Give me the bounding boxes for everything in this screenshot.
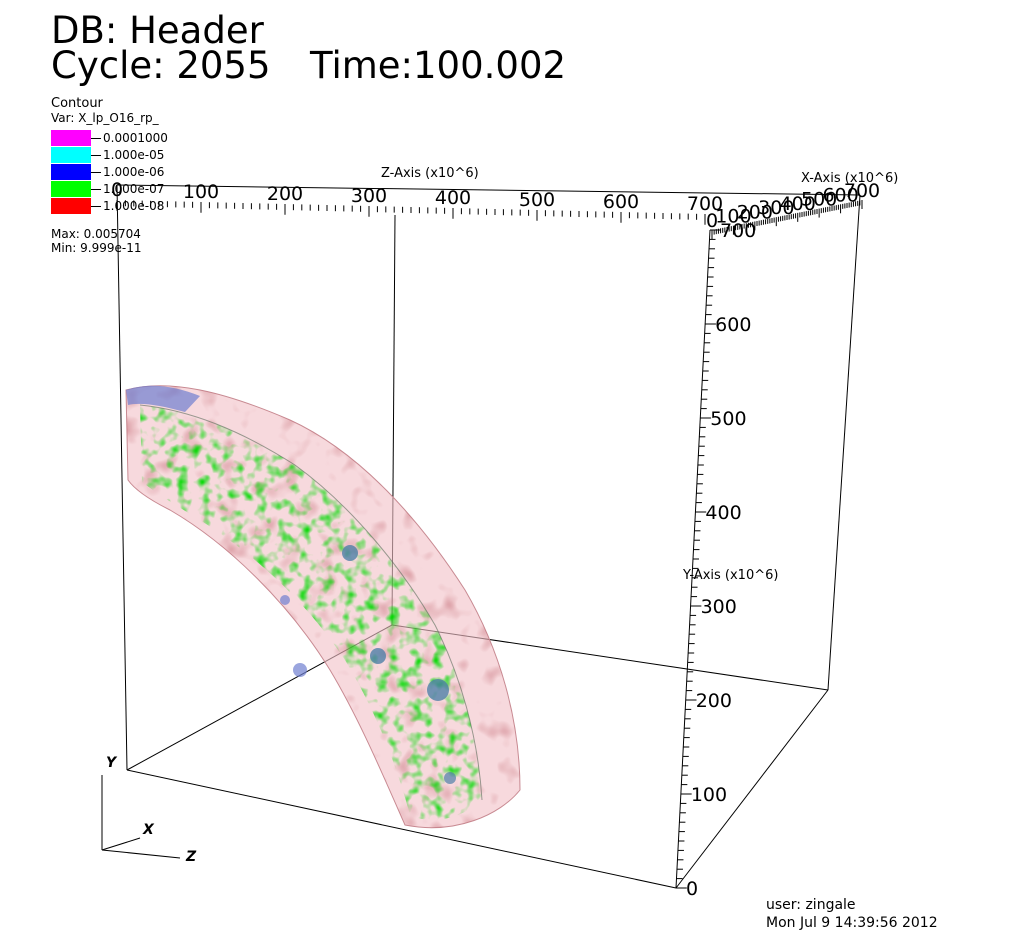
z-axis-tick-label: 600 [603,191,639,213]
z-axis-tick-label: 200 [267,183,303,205]
x-axis-tick-label: 500 [801,189,837,211]
y-axis-title: Y-Axis (x10^6) [683,568,779,583]
y-axis-tick-label: 300 [701,596,737,618]
y-axis-tick-label: 200 [696,690,732,712]
x-axis-tick-label: 300 [758,197,794,219]
x-axis-tick-label: 0 [706,210,718,232]
db-title: DB: Header [51,9,264,52]
legend-swatch [51,198,91,214]
y-axis-tick-label: 0 [686,878,698,900]
time-label: Time:100.002 [310,44,567,87]
contour-surface [125,385,521,829]
legend-level-label: 1.000e-06 [103,165,165,179]
x-axis-title: X-Axis (x10^6) [801,171,899,186]
x-axis-tick-label: 600 [822,184,858,206]
legend-min: Min: 9.999e-11 [51,241,142,255]
z-axis-tick-label: 100 [183,181,219,203]
legend-swatch [51,164,91,180]
legend-tick [91,138,101,139]
legend-tick [91,189,101,190]
x-axis-tick-label: 100 [715,206,751,228]
date-label: Mon Jul 9 14:39:56 2012 [766,915,938,931]
x-axis-tick-label: 400 [780,193,816,215]
legend-level-label: 1.000e-07 [103,182,165,196]
cycle-label: Cycle: 2055 [51,44,271,87]
orientation-triad [101,775,181,859]
legend-tick [91,155,101,156]
z-axis-tick-label: 500 [519,189,555,211]
z-axis-tick-label: 400 [435,187,471,209]
legend-level-label: 1.000e-05 [103,148,165,162]
legend-level-label: 0.0001000 [103,131,168,145]
triad-x-label: X [143,822,154,838]
y-axis-tick-label: 100 [691,784,727,806]
x-axis-tick-label: 200 [737,201,773,223]
z-axis-tick-label: 300 [351,185,387,207]
legend-tick [91,206,101,207]
z-axis-title: Z-Axis (x10^6) [381,166,479,181]
triad-z-label: Z [186,849,197,865]
y-axis-tick-label: 400 [705,502,741,524]
y-axis-tick-label: 700 [720,220,756,242]
legend-swatch [51,147,91,163]
y-axis-tick-label: 500 [710,408,746,430]
legend-plot-type: Contour [51,96,103,111]
legend-swatch [51,181,91,197]
user-label: user: zingale [766,897,856,913]
triad-y-label: Y [106,755,117,771]
z-axis-tick-label: 700 [687,193,723,215]
legend-max: Max: 0.005704 [51,227,141,241]
legend-tick [91,172,101,173]
y-axis-tick-label: 600 [715,314,751,336]
x-axis-tick-label: 700 [844,180,880,202]
z-axis-tick-label: 0 [111,179,123,201]
legend-swatch [51,130,91,146]
legend-variable: Var: X_lp_O16_rp_ [51,111,159,125]
